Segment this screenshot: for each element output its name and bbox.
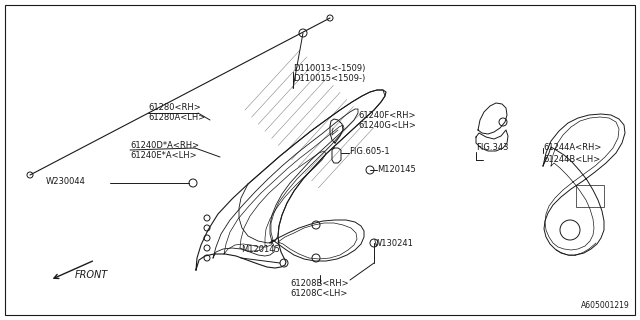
Text: 61240E*A<LH>: 61240E*A<LH>	[130, 150, 196, 159]
Bar	[576, 185, 604, 207]
Text: FRONT: FRONT	[75, 270, 108, 280]
Text: M120145: M120145	[377, 165, 416, 174]
Text: 61244B<LH>: 61244B<LH>	[543, 155, 600, 164]
Text: M120145: M120145	[241, 244, 280, 253]
Text: W230044: W230044	[46, 178, 86, 187]
Text: 61280<RH>: 61280<RH>	[148, 103, 201, 113]
Text: FIG.605-1: FIG.605-1	[349, 147, 390, 156]
Text: W130241: W130241	[374, 238, 414, 247]
Text: 61240F<RH>: 61240F<RH>	[358, 110, 415, 119]
Text: 61208B<RH>: 61208B<RH>	[290, 278, 349, 287]
Text: FIG.343: FIG.343	[476, 143, 509, 153]
Text: 61244A<RH>: 61244A<RH>	[543, 143, 602, 153]
Text: A605001219: A605001219	[581, 301, 630, 310]
Text: D110013<-1509): D110013<-1509)	[293, 63, 365, 73]
Text: 61208C<LH>: 61208C<LH>	[290, 289, 348, 298]
Text: 61240D*A<RH>: 61240D*A<RH>	[130, 140, 199, 149]
Text: D110015<1509-): D110015<1509-)	[293, 75, 365, 84]
Text: 61280A<LH>: 61280A<LH>	[148, 114, 205, 123]
Text: 61240G<LH>: 61240G<LH>	[358, 122, 416, 131]
